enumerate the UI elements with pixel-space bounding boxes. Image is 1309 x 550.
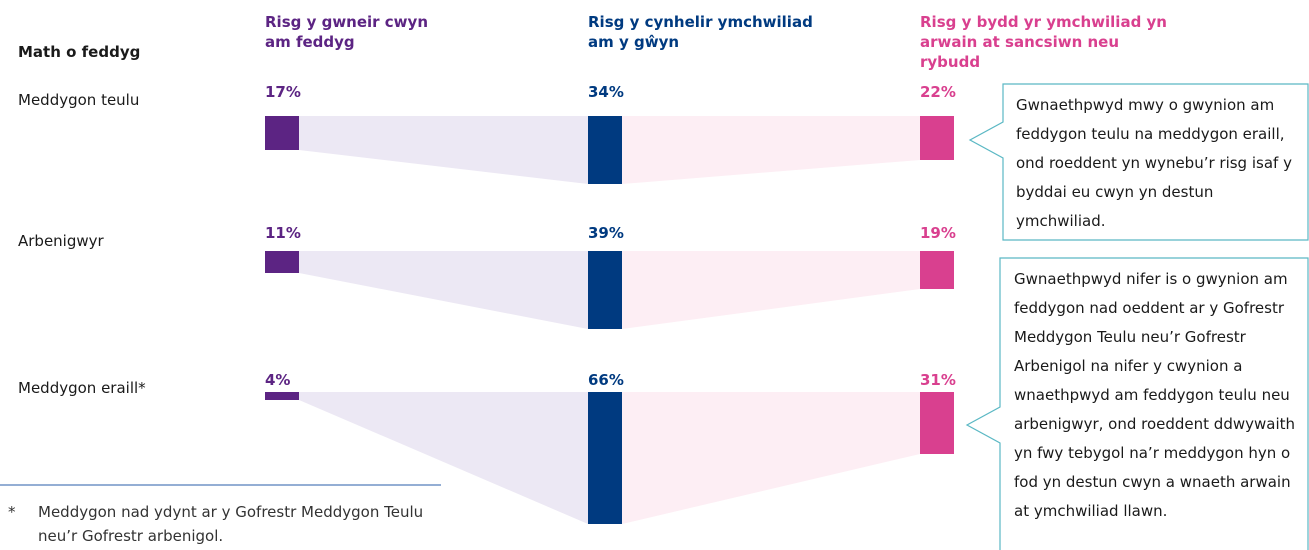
value-label: 39% — [588, 224, 624, 242]
category-label: Arbenigwyr — [18, 232, 104, 250]
value-label: 17% — [265, 83, 301, 101]
bar — [588, 116, 622, 184]
value-label: 19% — [920, 224, 956, 242]
bar — [920, 392, 954, 454]
value-label: 4% — [265, 371, 291, 389]
bar — [265, 251, 299, 273]
value-label: 11% — [265, 224, 301, 242]
value-label: 31% — [920, 371, 956, 389]
series-header: Risg y gwneir cwyn am feddyg — [265, 13, 428, 51]
bar — [265, 116, 299, 150]
category-label: Meddygon eraill* — [18, 379, 146, 397]
value-label: 34% — [588, 83, 624, 101]
callout-box — [965, 257, 1309, 550]
connector — [299, 392, 588, 524]
bar — [588, 392, 622, 524]
connector — [622, 116, 920, 184]
bar — [265, 392, 299, 400]
series-header: Risg y bydd yr ymchwiliad yn arwain at s… — [920, 13, 1167, 71]
footnote-text: Meddygon nad ydynt ar y Gofrestr Meddygo… — [38, 503, 424, 545]
callout-text: Gwnaethpwyd nifer is o gwynion am feddyg… — [1014, 270, 1296, 520]
connector — [622, 392, 920, 524]
callout-text: Gwnaethpwyd mwy o gwynion am feddygon te… — [1016, 96, 1292, 230]
callout-box — [968, 83, 1309, 241]
category-label: Meddygon teulu — [18, 91, 140, 109]
bar — [920, 116, 954, 160]
footnote-marker: * — [8, 503, 16, 521]
connector — [299, 251, 588, 329]
connector — [622, 251, 920, 329]
bar — [588, 251, 622, 329]
series-header: Risg y cynhelir ymchwiliad am y gŵyn — [588, 13, 813, 51]
value-label: 66% — [588, 371, 624, 389]
connector — [299, 116, 588, 184]
value-label: 22% — [920, 83, 956, 101]
bar — [920, 251, 954, 289]
category-axis-label: Math o feddyg — [18, 43, 141, 61]
